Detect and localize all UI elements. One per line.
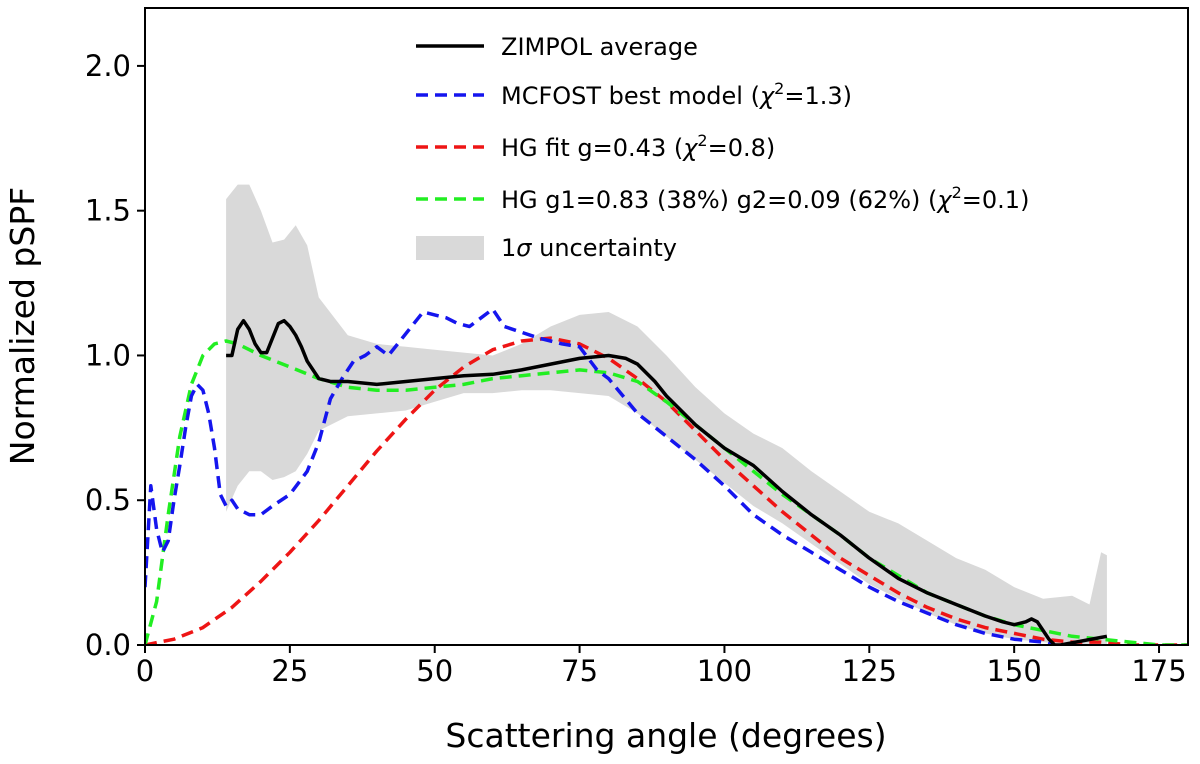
series-layer [145,307,1188,645]
x-tick-label: 0 [136,654,154,688]
y-tick-label: 2.0 [85,49,131,83]
y-tick-label: 0.5 [85,483,131,517]
legend-label-hg-two: HG g1=0.83 (38%) g2=0.09 (62%) (χ2=0.1) [501,183,1029,214]
series-mcfost-line [145,307,1056,645]
legend-swatch-uncertainty [416,236,484,260]
uncertainty-band [226,184,1107,645]
x-tick-label: 25 [271,654,308,688]
x-axis-label: Scattering angle (degrees) [445,716,886,755]
legend-label-mcfost: MCFOST best model (χ2=1.3) [501,79,852,110]
x-tick-label: 175 [1131,654,1186,688]
legend: ZIMPOL average MCFOST best model (χ2=1.3… [416,33,1029,262]
x-tick-label: 125 [842,654,897,688]
uncertainty-band-layer [226,184,1107,645]
y-axis-label: Normalized pSPF [3,187,42,465]
tick-layer: 0 25 50 75 100 125 150 175 0.0 0.5 1.0 1.5 2.0 [85,49,1187,688]
x-tick-label: 75 [561,654,598,688]
series-zimpol-line [226,318,1108,645]
legend-label-hg-fit: HG fit g=0.43 (χ2=0.8) [501,131,775,162]
y-tick-label: 0.0 [85,628,131,662]
y-tick-label: 1.0 [85,338,131,372]
series-hg-fit-line [145,336,1188,645]
legend-label-zimpol: ZIMPOL average [501,33,698,61]
plot-frame [144,7,1189,646]
x-tick-label: 150 [986,654,1041,688]
x-tick-label: 50 [416,654,453,688]
legend-label-uncertainty: 1σ uncertainty [501,234,677,262]
y-tick-label: 1.5 [85,194,131,228]
x-tick-label: 100 [697,654,752,688]
